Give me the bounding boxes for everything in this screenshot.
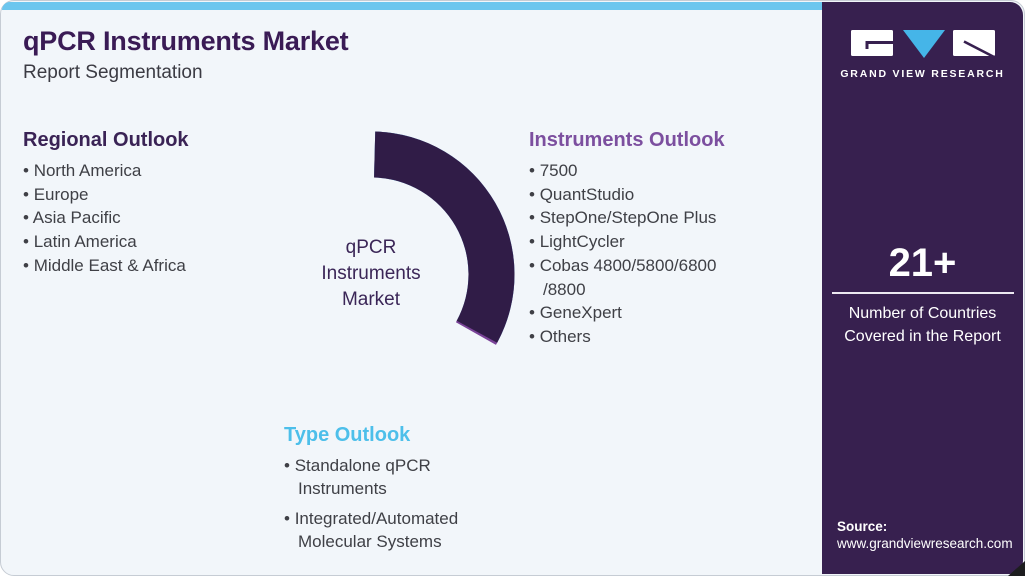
top-accent-strip [2, 2, 823, 10]
list-item: Middle East & Africa [23, 254, 253, 278]
type-outlook-section: Type Outlook Standalone qPCR Instruments… [284, 424, 514, 553]
gvr-logo-icon [850, 30, 996, 59]
list-item: Latin America [23, 230, 253, 254]
stat-caption: Number of Countries Covered in the Repor… [844, 305, 1001, 345]
list-item: Cobas 4800/5800/6800 /8800 [529, 254, 799, 301]
list-item: 7500 [529, 159, 799, 183]
source-block: Source: www.grandviewresearch.com [837, 518, 1013, 552]
list-item: LightCycler [529, 230, 799, 254]
type-outlook-list: Standalone qPCR Instruments Integrated/A… [284, 454, 514, 553]
donut-chart [374, 131, 515, 345]
instruments-outlook-section: Instruments Outlook 7500 QuantStudio Ste… [529, 129, 799, 349]
source-url: www.grandviewresearch.com [837, 536, 1013, 551]
stat-value: 21+ [888, 241, 957, 285]
page-subtitle: Report Segmentation [23, 62, 203, 83]
countries-stat: 21+ Number of Countries Covered in the R… [822, 242, 1023, 348]
brand-logo: GRAND VIEW RESEARCH [822, 29, 1023, 80]
donut-segment [374, 131, 515, 343]
instruments-outlook-heading: Instruments Outlook [529, 129, 725, 151]
list-item: Europe [23, 183, 253, 207]
donut-center-label: qPCR Instruments Market [321, 237, 421, 310]
stat-divider [831, 292, 1014, 294]
donut-chart-wrap [228, 131, 515, 418]
list-item: Others [529, 325, 799, 349]
header: qPCR Instruments Market Report Segmentat… [23, 25, 349, 84]
source-label: Source: [837, 519, 888, 534]
list-item: Integrated/Automated Molecular Systems [284, 507, 514, 553]
page-title: qPCR Instruments Market [23, 26, 349, 56]
list-item: QuantStudio [529, 183, 799, 207]
list-item: Asia Pacific [23, 206, 253, 230]
brand-logo-text: GRAND VIEW RESEARCH [840, 68, 1005, 80]
list-item: North America [23, 159, 253, 183]
list-item: StepOne/StepOne Plus [529, 206, 799, 230]
regional-outlook-heading: Regional Outlook [23, 129, 189, 151]
type-outlook-heading: Type Outlook [284, 424, 411, 446]
list-item: GeneXpert [529, 301, 799, 325]
regional-outlook-list: North America Europe Asia Pacific Latin … [23, 159, 253, 278]
instruments-outlook-list: 7500 QuantStudio StepOne/StepOne Plus Li… [529, 159, 799, 349]
brand-sidebar: GRAND VIEW RESEARCH 21+ Number of Countr… [822, 2, 1023, 574]
list-item: Standalone qPCR Instruments [284, 454, 514, 500]
regional-outlook-section: Regional Outlook North America Europe As… [23, 129, 253, 278]
